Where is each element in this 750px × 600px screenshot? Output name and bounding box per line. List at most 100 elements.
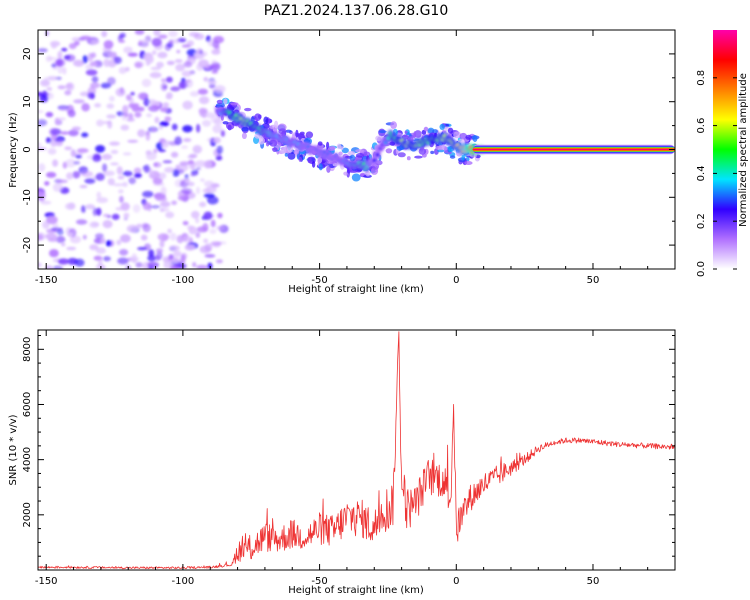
noise-blob	[95, 173, 105, 181]
noise-blob	[64, 146, 73, 151]
noise-blob	[96, 197, 109, 204]
noise-blob	[197, 88, 208, 95]
ridge-halo	[298, 156, 303, 162]
noise-blob	[160, 201, 171, 208]
snr-y-tick-label: 2000	[22, 502, 33, 527]
snr-x-tick-label: 50	[587, 576, 600, 587]
noise-blob	[38, 262, 42, 268]
noise-blob	[85, 204, 95, 210]
noise-blob	[203, 211, 213, 220]
noise-blob	[89, 244, 99, 251]
noise-blob	[106, 114, 117, 119]
ridge-halo	[278, 128, 287, 135]
noise-blobs	[38, 30, 229, 269]
ridge-halo	[363, 151, 371, 157]
noise-blob	[162, 102, 169, 108]
noise-blob	[50, 40, 61, 47]
ridge-halo	[343, 171, 348, 176]
ridge-halo	[284, 153, 289, 157]
noise-blob	[49, 249, 59, 258]
noise-blob	[188, 159, 194, 165]
ridge-halo	[390, 121, 397, 129]
ridge-halo	[272, 147, 278, 152]
noise-blob	[69, 235, 82, 244]
noise-blob	[72, 171, 81, 179]
noise-blob	[159, 172, 167, 180]
noise-blob	[142, 223, 151, 233]
noise-blob	[75, 219, 88, 225]
noise-blob	[202, 188, 211, 193]
noise-blob	[62, 67, 67, 75]
ridge-halo	[307, 156, 312, 164]
noise-blob	[148, 266, 154, 269]
noise-blob	[148, 249, 155, 257]
ridge-halo	[349, 154, 356, 162]
ridge-halo	[254, 113, 262, 121]
heatmap-x-ticks: -150 -100 -50 0 50	[35, 30, 676, 286]
ridge-halo	[305, 131, 314, 139]
ridge-halo	[293, 149, 300, 155]
noise-blob	[176, 49, 181, 54]
noise-blob	[65, 83, 73, 89]
ridge-halo	[447, 127, 454, 134]
noise-blob	[150, 66, 161, 71]
ridge-halo	[435, 145, 443, 150]
ridge-halo	[261, 123, 270, 129]
noise-blob	[203, 238, 209, 244]
snr-y-tick-label: 8000	[22, 337, 33, 362]
noise-blob	[149, 205, 161, 209]
ridge-halo	[355, 153, 365, 158]
ridge-halo	[351, 173, 361, 182]
noise-blob	[100, 237, 106, 244]
noise-blob	[171, 123, 178, 131]
noise-blob	[40, 200, 52, 205]
noise-blob	[38, 110, 44, 114]
noise-blob	[159, 239, 165, 248]
snr-x-tick-label: -150	[35, 576, 58, 587]
heatmap-y-axis-label: Frequency (Hz)	[8, 112, 19, 188]
noise-blob	[208, 83, 216, 89]
noise-blob	[65, 158, 77, 168]
ridge-halo	[280, 146, 287, 154]
noise-blob	[47, 148, 57, 155]
ridge-halo	[423, 126, 429, 132]
noise-blob	[140, 234, 148, 241]
noise-blob	[183, 138, 192, 142]
ridge-halo	[385, 148, 393, 154]
noise-blob	[38, 48, 48, 53]
noise-blob	[38, 142, 42, 147]
noise-blob	[71, 37, 81, 42]
noise-blob	[89, 62, 98, 67]
noise-blob	[46, 57, 58, 60]
noise-blob	[116, 239, 122, 246]
ridge-halo	[472, 135, 478, 142]
noise-blob	[81, 205, 86, 213]
noise-blob	[142, 190, 154, 198]
noise-blob	[50, 227, 63, 232]
noise-blob	[57, 50, 63, 60]
heatmap-x-tick-label: -50	[311, 275, 327, 286]
noise-blob	[176, 235, 184, 244]
colorbar-ticks: 0.0 0.2 0.4 0.6 0.8	[696, 70, 737, 277]
noise-blob	[168, 245, 180, 251]
ridge-halo	[317, 157, 323, 164]
noise-blob	[73, 161, 80, 165]
colorbar-label: Normalized spectral amplitude	[738, 73, 749, 227]
noise-blob	[38, 163, 46, 172]
ridge-halo	[254, 133, 261, 139]
noise-blob	[43, 76, 49, 84]
noise-blob	[107, 77, 116, 85]
noise-blob	[181, 44, 191, 48]
noise-blob	[135, 262, 143, 268]
noise-blob	[109, 95, 115, 102]
noise-blob	[215, 259, 223, 264]
ridge-halo	[227, 124, 232, 131]
noise-blob	[190, 173, 196, 177]
ridge-halo	[257, 137, 265, 145]
ridge-halo	[418, 148, 427, 155]
noise-blob	[87, 92, 95, 99]
ridge-halo	[244, 107, 252, 112]
noise-blob	[149, 72, 162, 79]
noise-blob	[213, 118, 224, 126]
ridge-halo	[434, 148, 439, 155]
